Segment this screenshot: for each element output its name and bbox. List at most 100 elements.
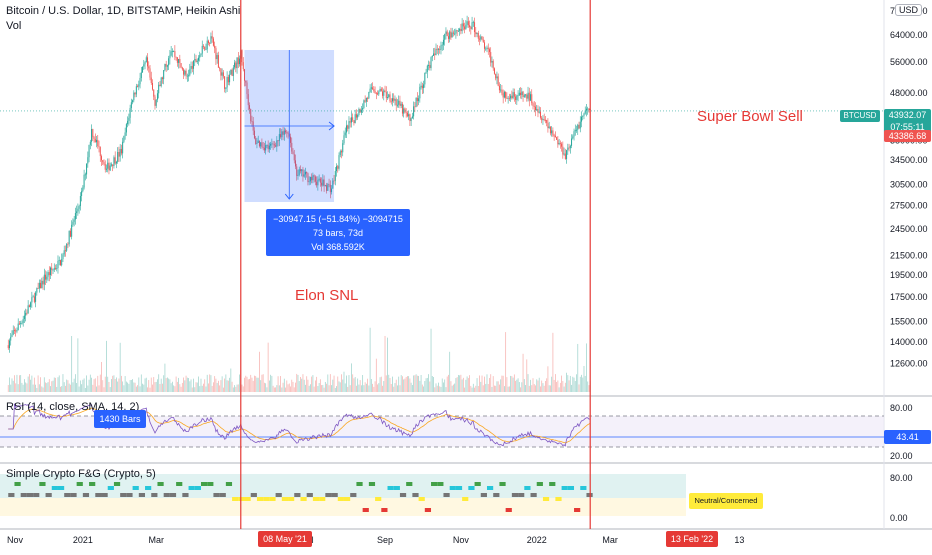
last-price-tag: 43932.07 07:55:11 bbox=[884, 109, 931, 133]
volume-bar bbox=[82, 379, 84, 392]
candle-body bbox=[219, 67, 221, 69]
candle-body bbox=[37, 288, 39, 290]
volume-bar bbox=[21, 382, 23, 392]
measure-arrowhead bbox=[328, 121, 335, 131]
volume-bar bbox=[576, 374, 577, 392]
volume-bar bbox=[189, 381, 191, 392]
volume-bar bbox=[402, 376, 403, 392]
candle-body bbox=[531, 94, 533, 104]
volume-bar bbox=[195, 382, 197, 392]
candle-body bbox=[59, 260, 61, 266]
volume-bar bbox=[343, 371, 345, 392]
candle-body bbox=[214, 45, 216, 49]
volume-bar bbox=[285, 387, 286, 392]
fg-segment bbox=[499, 482, 506, 486]
time-tick-label: 2022 bbox=[527, 535, 547, 545]
volume-bar bbox=[331, 385, 332, 392]
volume-bar bbox=[48, 379, 50, 392]
bar-countdown: 07:55:11 bbox=[890, 122, 925, 132]
volume-bar bbox=[241, 384, 243, 392]
volume-bar bbox=[307, 379, 309, 392]
candle-body bbox=[426, 65, 428, 72]
volume-bar bbox=[210, 375, 212, 392]
volume-bar bbox=[130, 380, 132, 392]
volume-bar bbox=[139, 386, 141, 392]
volume-bar bbox=[474, 387, 475, 392]
candle-body bbox=[449, 31, 451, 39]
volume-bar bbox=[244, 377, 245, 392]
candle-body bbox=[405, 111, 407, 113]
volume-bar bbox=[188, 378, 189, 392]
candle-body bbox=[429, 65, 431, 69]
fg-segment bbox=[113, 482, 121, 486]
candle-body bbox=[501, 89, 503, 94]
volume-bar bbox=[308, 385, 310, 392]
volume-bar bbox=[523, 379, 525, 392]
volume-bar bbox=[47, 382, 49, 392]
candle-body bbox=[479, 38, 481, 40]
volume-bar bbox=[538, 377, 540, 392]
volume-bar bbox=[356, 385, 357, 392]
volume-bar bbox=[375, 358, 377, 392]
candle-body bbox=[109, 165, 111, 171]
candle-body bbox=[160, 77, 162, 87]
candle-body bbox=[211, 36, 213, 39]
time-tick-label: Nov bbox=[7, 535, 24, 545]
candle-body bbox=[258, 140, 260, 147]
candle-body bbox=[378, 91, 380, 95]
date-marker-superbowl: 13 Feb '22 bbox=[666, 531, 718, 547]
candle-body bbox=[280, 134, 282, 138]
candle-body bbox=[372, 87, 374, 90]
candle-body bbox=[210, 36, 212, 44]
volume-bar bbox=[128, 383, 130, 392]
rsi-tick-label: 20.00 bbox=[890, 451, 913, 461]
candle-body bbox=[506, 97, 508, 99]
fg-segment bbox=[176, 482, 183, 486]
volume-bar bbox=[76, 382, 78, 392]
volume-bar bbox=[295, 382, 296, 392]
fg-segment bbox=[319, 497, 326, 501]
fg-segment bbox=[381, 508, 388, 512]
candle-body bbox=[308, 181, 310, 183]
candle-body bbox=[588, 108, 590, 111]
candle-body bbox=[256, 143, 258, 144]
fg-segment bbox=[33, 493, 40, 497]
candle-body bbox=[134, 92, 136, 95]
candle-body bbox=[411, 116, 413, 119]
volume-bar bbox=[272, 385, 274, 392]
volume-bar bbox=[453, 384, 454, 392]
candle-body bbox=[159, 84, 161, 87]
candle-body bbox=[364, 100, 366, 102]
volume-bar bbox=[154, 382, 156, 392]
candle-body bbox=[66, 243, 68, 251]
candle-body bbox=[419, 86, 421, 99]
volume-bar bbox=[318, 383, 320, 392]
volume-bar bbox=[405, 376, 407, 392]
candle-body bbox=[497, 76, 499, 86]
volume-bar bbox=[176, 381, 178, 392]
volume-bar bbox=[553, 379, 555, 392]
volume-bar bbox=[164, 363, 166, 392]
volume-bar bbox=[140, 374, 142, 392]
volume-bar bbox=[344, 383, 346, 392]
candle-body bbox=[415, 97, 417, 107]
candle-body bbox=[46, 276, 48, 280]
candle-body bbox=[557, 139, 559, 145]
volume-bar bbox=[545, 380, 546, 392]
fg-segment bbox=[518, 493, 525, 497]
volume-bar bbox=[104, 376, 106, 392]
fg-segment bbox=[263, 497, 270, 501]
volume-bar bbox=[170, 383, 172, 392]
volume-bar bbox=[169, 379, 171, 392]
volume-bar bbox=[359, 380, 361, 392]
fg-segment bbox=[375, 497, 382, 501]
currency-badge[interactable]: USD bbox=[895, 4, 923, 16]
candle-body bbox=[527, 92, 529, 99]
candle-body bbox=[533, 105, 535, 107]
volume-bar bbox=[122, 381, 124, 392]
candle-body bbox=[142, 66, 144, 73]
candle-body bbox=[433, 53, 435, 56]
volume-bar bbox=[124, 376, 126, 392]
volume-bar bbox=[148, 380, 150, 392]
